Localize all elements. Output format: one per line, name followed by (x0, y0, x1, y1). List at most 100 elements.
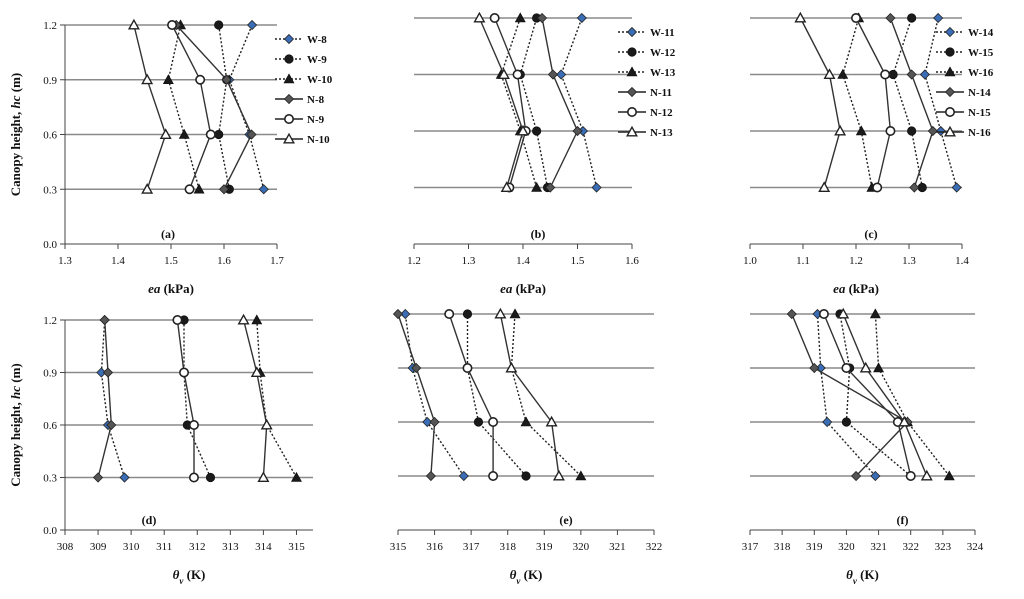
series-line-w-11 (560, 17, 598, 188)
data-point-w-11 (591, 182, 602, 193)
x-tick-label: 1.4 (955, 255, 969, 267)
data-point-n-15 (872, 182, 883, 193)
x-tick-label: 309 (90, 541, 107, 553)
data-point-n-12 (488, 416, 499, 427)
legend-entry-n-8: N-8 (307, 94, 325, 106)
data-point-n-15 (905, 470, 916, 481)
data-point-n-13 (517, 124, 529, 136)
legend-marker (626, 26, 638, 38)
data-point-w-11 (556, 69, 567, 80)
series-line-n-9 (176, 319, 195, 478)
series-line-w-10 (167, 24, 200, 190)
chart-panel-e: 315 316 317 318 319 320 321 322 (e) θv (K) (390, 307, 662, 586)
legend-entry-n-10: N-10 (307, 134, 330, 146)
legend: W-11 W-12 W-13 N-11 N-12 N-13 (618, 26, 676, 139)
y-tick-label: 1.2 (43, 315, 57, 327)
data-point-n-8 (93, 472, 104, 483)
x-tick-label: 317 (463, 541, 480, 553)
x-axis-title: θv (K) (510, 567, 543, 586)
data-point-n-10 (141, 183, 154, 194)
data-point-n-15 (880, 69, 891, 80)
x-tick-label: 1.3 (58, 255, 72, 267)
legend-marker (283, 114, 294, 125)
legend-marker (284, 54, 294, 64)
data-point-n-8 (99, 314, 110, 326)
data-point-w-8 (258, 184, 269, 195)
x-tick-label: 1.5 (571, 255, 585, 267)
data-point-w-16 (855, 125, 867, 136)
data-point-n-10 (250, 366, 263, 378)
data-point-n-13 (494, 307, 507, 319)
data-point-w-14 (933, 12, 944, 24)
data-point-w-15 (907, 126, 917, 136)
legend-entry-n-9: N-9 (307, 114, 325, 126)
data-point-n-11 (411, 362, 422, 374)
legend-marker (627, 47, 637, 57)
legend-entry-w-12: W-12 (650, 47, 676, 59)
x-tick-label: 315 (390, 541, 407, 553)
series-line-n-10 (133, 24, 167, 190)
data-point-w-8 (119, 472, 130, 483)
data-point-w-10 (162, 74, 174, 84)
legend-entry-w-13: W-13 (650, 67, 676, 79)
data-point-n-13 (505, 361, 518, 373)
legend-marker (626, 86, 638, 98)
data-point-n-9 (188, 472, 199, 483)
x-tick-label: 319 (806, 541, 823, 553)
data-point-n-16 (794, 11, 807, 23)
data-point-w-14 (919, 69, 930, 80)
data-point-w-8 (247, 19, 258, 31)
series-line-n-11 (397, 313, 436, 477)
y-tick-label: 0.6 (43, 420, 57, 432)
x-tick-label: 1.5 (164, 255, 178, 267)
data-point-n-12 (489, 13, 500, 23)
y-tick-label: 0.6 (43, 130, 57, 142)
x-axis-title: ea (kPa) (148, 281, 194, 296)
x-tick-label: 1.4 (111, 255, 125, 267)
legend-entry-w-10: W-10 (307, 74, 333, 86)
data-point-n-11 (425, 470, 436, 482)
x-axis-title: ea (kPa) (500, 281, 546, 296)
panel-label: (e) (559, 513, 572, 527)
data-point-n-16 (834, 124, 847, 136)
data-point-w-9 (205, 472, 216, 483)
data-point-n-10 (260, 418, 273, 430)
x-tick-label: 312 (189, 541, 206, 553)
data-point-n-9 (179, 367, 190, 378)
x-axis-title: ea (kPa) (833, 281, 879, 296)
series-line-w-15 (839, 313, 912, 477)
data-point-w-12 (473, 417, 484, 427)
legend-entry-n-13: N-13 (650, 127, 673, 139)
chart-panel-f: 317 318 319 320 321 322 323 324 (f) θv (K) (742, 307, 984, 586)
series-line-n-16 (842, 313, 928, 477)
data-point-n-10 (141, 73, 154, 85)
data-point-n-12 (444, 308, 455, 319)
series-line-w-16 (874, 313, 950, 477)
series-line-w-11 (404, 313, 465, 477)
panel-label: (b) (531, 227, 546, 241)
data-point-n-16 (920, 469, 933, 481)
legend-entry-n-14: N-14 (968, 87, 991, 99)
x-tick-label: 1.1 (796, 255, 810, 267)
series-line-w-12 (466, 314, 527, 477)
data-point-w-16 (869, 308, 881, 319)
data-point-w-14 (870, 470, 881, 482)
x-tick-label: 321 (609, 541, 626, 553)
series-line-w-14 (816, 313, 876, 477)
legend-marker (944, 26, 956, 38)
legend-marker (945, 47, 955, 57)
data-point-w-9 (214, 20, 224, 30)
data-point-n-14 (786, 308, 797, 320)
data-point-n-10 (257, 471, 270, 483)
data-point-n-8 (221, 74, 232, 85)
data-point-n-9 (188, 419, 199, 430)
data-point-n-14 (885, 12, 896, 24)
x-tick-label: 318 (774, 541, 791, 553)
legend-marker (626, 107, 637, 118)
legend-entry-w-11: W-11 (650, 27, 675, 39)
data-point-w-12 (462, 309, 473, 319)
data-point-n-14 (851, 470, 862, 482)
data-point-w-16 (943, 470, 955, 481)
legend-entry-w-8: W-8 (307, 34, 327, 46)
data-point-n-9 (184, 184, 195, 195)
